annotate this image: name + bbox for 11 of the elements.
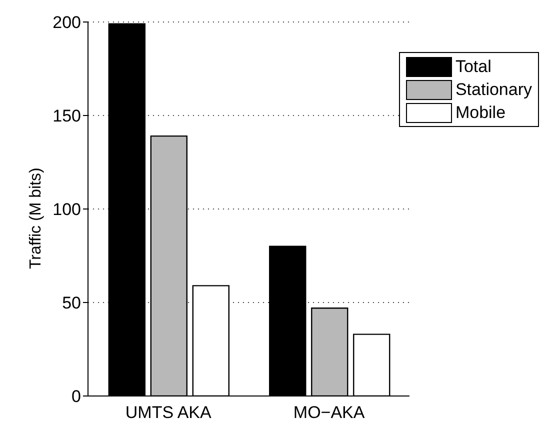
y-tick-label: 150 <box>52 106 81 126</box>
y-tick-label: 50 <box>62 294 81 313</box>
x-tick-label: UMTS AKA <box>125 403 212 422</box>
x-tick-label: MO−AKA <box>293 403 366 422</box>
y-tick-label: 100 <box>52 200 81 220</box>
legend-label: Total <box>455 56 492 76</box>
legend-label: Stationary <box>455 80 532 100</box>
y-tick-label: 200 <box>52 13 81 32</box>
y-tick-label: 0 <box>72 387 81 406</box>
legend-label: Mobile <box>455 102 506 122</box>
y-axis-title: Traffic (M bits) <box>28 168 45 269</box>
